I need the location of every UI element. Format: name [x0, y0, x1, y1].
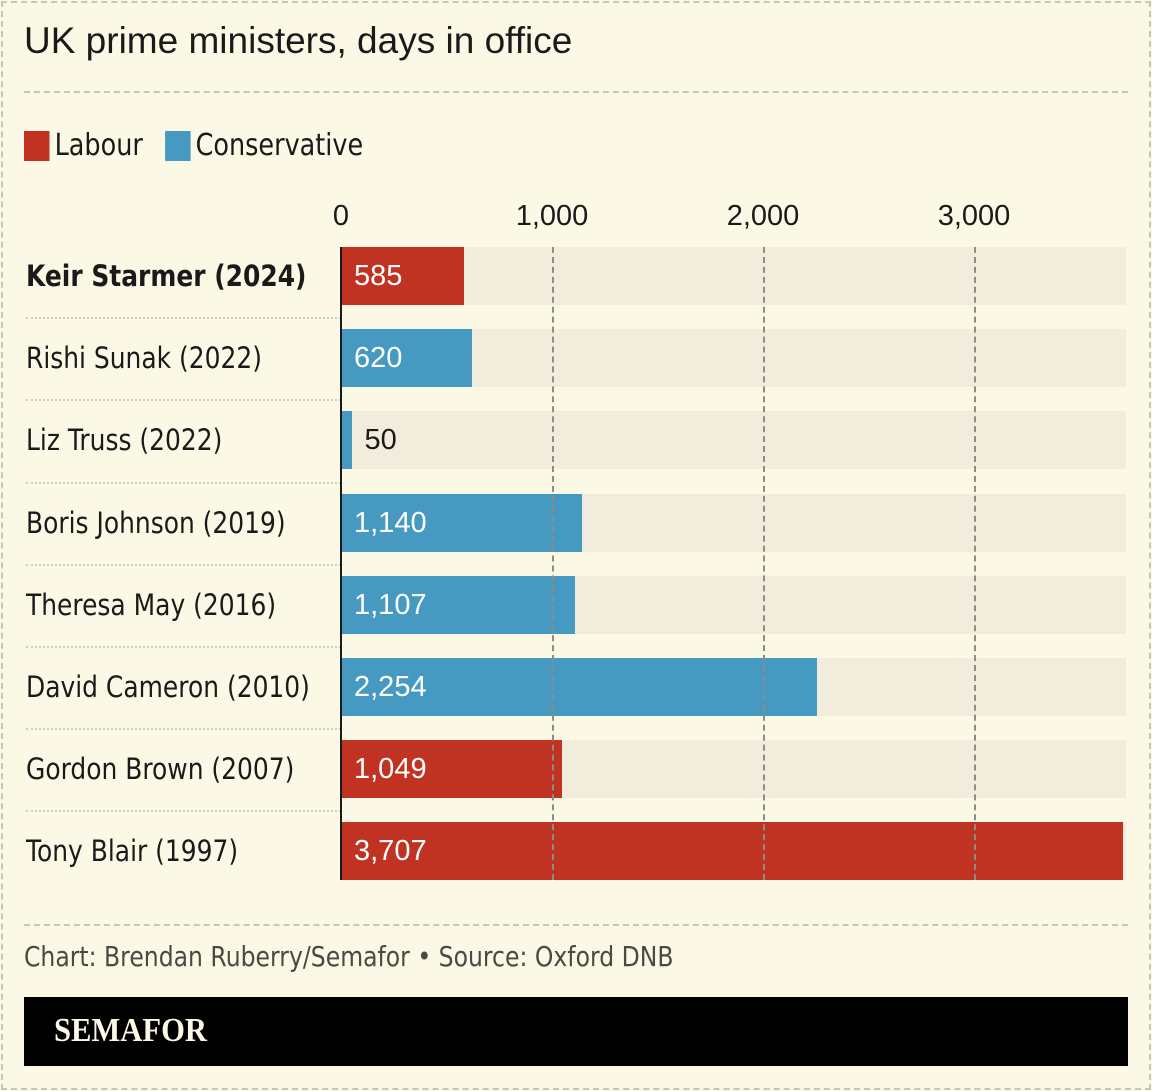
category-label: Tony Blair (1997): [26, 834, 239, 869]
row-separator: [26, 563, 341, 566]
divider: [24, 924, 1128, 926]
category-label: Rishi Sunak (2022): [26, 341, 262, 376]
footer-bar: SEMAFOR: [24, 997, 1128, 1066]
tick-label: 1,000: [515, 200, 589, 232]
category-label: David Cameron (2010): [26, 670, 310, 704]
bar-6: [341, 740, 563, 799]
bar-chart: 585 Keir Starmer (2024) 620 Rishi Sunak (20…: [26, 200, 1126, 881]
legend-item-labour: Labour: [24, 128, 143, 163]
value-label: 1,049: [354, 753, 427, 786]
legend-swatch-conservative: [164, 130, 191, 161]
legend-label: Labour: [54, 128, 143, 163]
category-label: Boris Johnson (2019): [26, 505, 286, 540]
bar-3: [341, 493, 582, 552]
value-label: 585: [354, 260, 403, 292]
legend-swatch-labour: [24, 130, 50, 161]
gridline: [552, 247, 554, 880]
legend-item-conservative: Conservative: [164, 128, 364, 163]
bar-4: [341, 575, 575, 634]
gridline: [763, 247, 765, 880]
gridline: [974, 247, 976, 880]
legend: Labour Conservative: [24, 128, 385, 163]
tick-label: 3,000: [937, 200, 1011, 232]
bar-0: [341, 247, 465, 305]
row-separator: [26, 810, 341, 813]
chart-title: UK prime ministers, days in office: [24, 20, 573, 61]
semafor-logo: SEMAFOR: [54, 1012, 207, 1049]
y-axis-line: [340, 247, 342, 880]
value-label: 3,707: [354, 835, 427, 868]
row-separator: [26, 646, 341, 648]
bar-track: [341, 411, 1126, 470]
category-label: Keir Starmer (2024): [26, 259, 307, 293]
value-label: 620: [354, 342, 403, 375]
bar-5: [341, 658, 817, 716]
legend-label: Conservative: [195, 128, 364, 163]
bar-7: [341, 822, 1124, 881]
credit-line: Chart: Brendan Ruberry/Semafor • Source:…: [24, 940, 674, 973]
value-label: 1,107: [354, 588, 427, 621]
bar-track: [341, 247, 1126, 305]
bar-2: [341, 411, 352, 470]
row-separator: [26, 317, 341, 320]
bar-1: [341, 329, 472, 388]
tick-label: 0: [332, 200, 350, 232]
category-label: Gordon Brown (2007): [26, 752, 295, 787]
divider: [24, 91, 1128, 93]
category-label: Theresa May (2016): [26, 587, 277, 622]
row-separator: [26, 728, 341, 731]
bar-track: [341, 329, 1126, 388]
value-label: 2,254: [354, 671, 427, 703]
value-label: 1,140: [354, 506, 427, 539]
value-label: 50: [364, 424, 397, 457]
tick-label: 2,000: [726, 200, 800, 232]
row-separator: [26, 481, 341, 484]
category-label: Liz Truss (2022): [26, 423, 223, 458]
row-separator: [26, 399, 341, 402]
